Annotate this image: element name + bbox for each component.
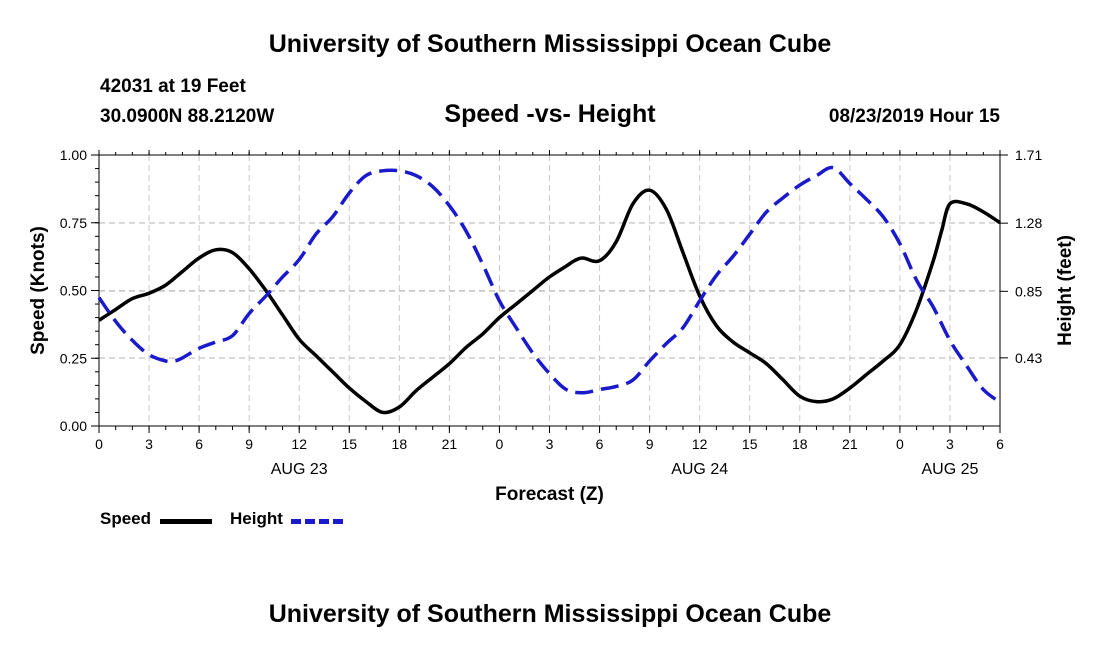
x-tick-label: 3 (546, 436, 554, 452)
station-label: 42031 at 19 Feet (100, 76, 246, 97)
coordinates-label: 30.0900N 88.2120W (100, 106, 275, 127)
x-tick-label: 3 (145, 436, 153, 452)
x-tick-label: 6 (996, 436, 1004, 452)
x-tick-label: 6 (195, 436, 203, 452)
y-axis-label: Speed (Knots) (28, 226, 49, 355)
x-tick-label: 18 (392, 436, 408, 452)
date-label: AUG 24 (671, 461, 728, 478)
y2-tick-label: 1.71 (1015, 147, 1042, 163)
y2-tick-label: 0.85 (1015, 283, 1042, 299)
x-tick-label: 15 (341, 436, 357, 452)
y2-tick-label: 1.28 (1015, 215, 1042, 231)
x-tick-label: 15 (742, 436, 758, 452)
x-tick-label: 9 (245, 436, 253, 452)
chart-subtitle: Speed -vs- Height (444, 100, 656, 128)
x-tick-label: 6 (596, 436, 604, 452)
x-axis-label: Forecast (Z) (495, 484, 604, 505)
legend-height-label: Height (230, 509, 283, 528)
axis-ticks: 0 3 6 9 12 15 18 21 0 3 6 9 12 15 18 21 0 3 6 AUG 23 AUG 24 A… (60, 147, 1043, 478)
grid (99, 155, 1000, 426)
x-tick-label: 0 (896, 436, 904, 452)
legend-speed-swatch (160, 519, 212, 524)
x-tick-label: 0 (496, 436, 504, 452)
y2-tick-label: 0.43 (1015, 350, 1042, 366)
legend-height-swatch (291, 519, 343, 524)
x-tick-label: 12 (291, 436, 307, 452)
y-tick-label: 0.50 (60, 283, 87, 299)
y-tick-label: 0.00 (60, 418, 87, 434)
series-layer (97, 165, 1002, 415)
x-tick-label: 12 (692, 436, 708, 452)
y2-axis-label: Height (feet) (1055, 235, 1076, 346)
timestamp-label: 08/23/2019 Hour 15 (828, 106, 1000, 127)
x-tick-label: 3 (946, 436, 954, 452)
x-tick-label: 21 (842, 436, 858, 452)
chart-header-title: University of Southern Mississippi Ocean… (268, 30, 832, 58)
date-label: AUG 25 (921, 461, 978, 478)
x-tick-label: 0 (95, 436, 103, 452)
date-label: AUG 23 (271, 461, 328, 478)
y-tick-label: 0.75 (60, 215, 87, 231)
footer-title: University of Southern Mississippi Ocean… (268, 600, 832, 628)
y-tick-label: 1.00 (60, 147, 87, 163)
x-tick-label: 18 (792, 436, 808, 452)
x-tick-label: 21 (442, 436, 458, 452)
series-line-speed (98, 188, 1001, 415)
series-line-height (97, 165, 1002, 404)
x-tick-label: 9 (646, 436, 654, 452)
legend-speed-label: Speed (100, 509, 152, 528)
y-tick-label: 0.25 (60, 350, 87, 366)
